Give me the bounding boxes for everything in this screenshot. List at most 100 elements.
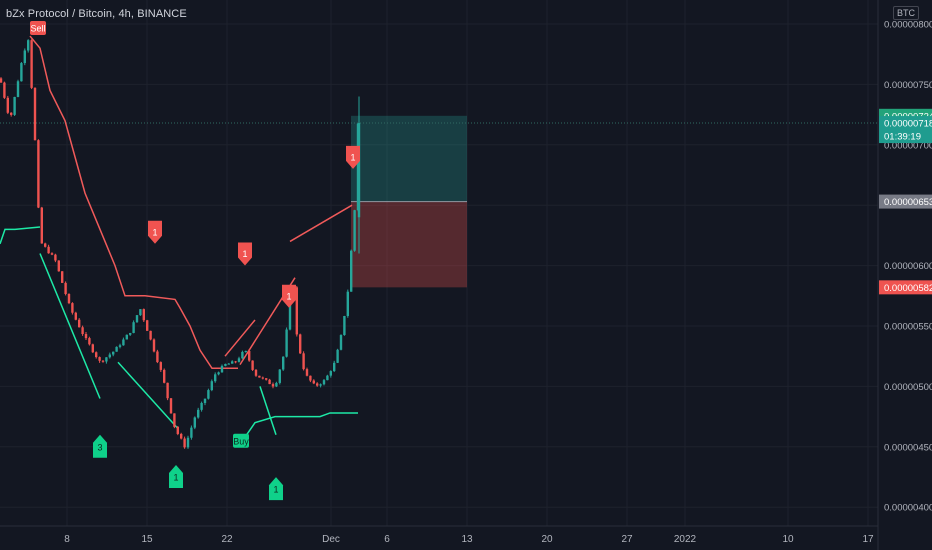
x-tick-label: 22 xyxy=(221,534,233,545)
candle-body xyxy=(44,243,47,247)
sell-signal: Sell xyxy=(30,21,46,35)
signal-label: 1 xyxy=(286,291,291,301)
y-tick-label: 0.00000400 xyxy=(884,503,932,514)
signal-label: 1 xyxy=(273,485,278,495)
candle-body xyxy=(10,112,13,115)
candle-body xyxy=(115,346,118,352)
signal-label: 1 xyxy=(242,249,247,259)
candle-body xyxy=(200,402,203,410)
signal-badge xyxy=(233,433,249,448)
signal-label: 1 xyxy=(173,473,178,483)
candle-body xyxy=(357,123,361,218)
candle-body xyxy=(183,438,186,448)
sell-connector xyxy=(289,204,353,243)
candle-body xyxy=(13,96,16,115)
x-tick-label: 15 xyxy=(141,534,153,545)
candle-body xyxy=(227,363,230,365)
candle-body xyxy=(67,294,71,304)
chart-title: bZx Protocol / Bitcoin, 4h, BINANCE xyxy=(6,8,187,20)
candle-body xyxy=(47,246,50,254)
y-tick-label: 0.00000800 xyxy=(884,20,932,31)
candlesticks xyxy=(0,39,361,449)
candle-body xyxy=(258,375,261,378)
y-tick-label: 0.00000750 xyxy=(884,80,932,91)
chart-grid xyxy=(0,0,878,526)
candle-body xyxy=(64,282,67,295)
up-arrow-icon xyxy=(93,434,107,458)
signal-label: Sell xyxy=(30,24,45,34)
candle-body xyxy=(6,97,9,113)
x-tick-label: 20 xyxy=(541,534,553,545)
buy-signal: 3 xyxy=(93,434,107,458)
candle-body xyxy=(125,334,128,340)
candle-body xyxy=(343,315,346,336)
candle-body xyxy=(346,291,349,316)
candle-body xyxy=(37,140,40,208)
loss-zone xyxy=(351,201,467,288)
candle-body xyxy=(322,380,326,385)
entry-price-label: 0.00000653 xyxy=(879,194,932,209)
signal-label: 1 xyxy=(350,152,355,162)
candle-body xyxy=(309,375,312,381)
y-tick-label: 0.00000600 xyxy=(884,261,932,272)
last-price-label: 0.00000718 01:39:19 xyxy=(879,116,932,144)
down-arrow-icon xyxy=(346,145,360,169)
x-tick-label: Dec xyxy=(322,534,340,545)
up-arrow-icon xyxy=(169,465,183,488)
y-tick-label: 0.00000450 xyxy=(884,442,932,453)
candle-body xyxy=(319,384,322,386)
buy-connector xyxy=(117,361,179,430)
x-tick-label: 13 xyxy=(461,534,473,545)
candle-body xyxy=(234,361,237,363)
candle-body xyxy=(149,330,152,340)
candle-body xyxy=(50,253,54,255)
candle-body xyxy=(101,360,105,362)
candle-body xyxy=(329,371,332,376)
candle-body xyxy=(33,87,37,141)
candle-body xyxy=(23,50,26,64)
candle-body xyxy=(118,345,122,347)
up-arrow-icon xyxy=(269,477,283,501)
candle-body xyxy=(163,369,166,383)
candle-body xyxy=(295,287,298,335)
candle-body xyxy=(261,377,264,379)
candle-body xyxy=(54,254,57,261)
signal-label: Buy xyxy=(233,436,249,446)
candle-body xyxy=(88,338,91,345)
buy-signal: 1 xyxy=(269,477,283,501)
entry-price-label-bg xyxy=(879,194,932,209)
sell-signal: 1 xyxy=(282,284,296,308)
candle-body xyxy=(173,413,176,427)
candle-body xyxy=(108,354,111,358)
candle-body xyxy=(169,398,173,414)
x-tick-label: 27 xyxy=(621,534,633,545)
candle-body xyxy=(197,409,200,418)
candle-body xyxy=(350,250,353,292)
candle-body xyxy=(305,369,309,376)
candle-body xyxy=(210,381,213,391)
candle-body xyxy=(316,383,319,386)
candle-body xyxy=(156,351,159,363)
candle-body xyxy=(20,63,23,82)
profit-zone xyxy=(351,115,467,202)
candle-body xyxy=(57,260,60,272)
candle-body xyxy=(91,344,94,353)
y-tick-labels: 0.00000800 0.00000750 0.00000700 0.00000600… xyxy=(884,20,932,514)
sell-signal: 1 xyxy=(346,145,360,169)
candle-body xyxy=(112,351,115,355)
candle-body xyxy=(224,363,227,366)
candle-body xyxy=(84,334,88,339)
candle-body xyxy=(217,372,220,375)
candle-body xyxy=(268,379,271,385)
candle-body xyxy=(339,335,343,350)
candle-body xyxy=(203,398,207,403)
candle-body xyxy=(146,320,149,331)
candle-body xyxy=(152,339,156,352)
candle-body xyxy=(336,349,339,363)
price-labels: 0.000007240.0000071801:39:190.000006530.… xyxy=(879,108,932,295)
x-tick-label: 8 xyxy=(64,534,70,545)
x-tick-label: 17 xyxy=(862,534,874,545)
candle-body xyxy=(278,369,281,383)
currency-badge[interactable]: BTC xyxy=(893,6,919,20)
